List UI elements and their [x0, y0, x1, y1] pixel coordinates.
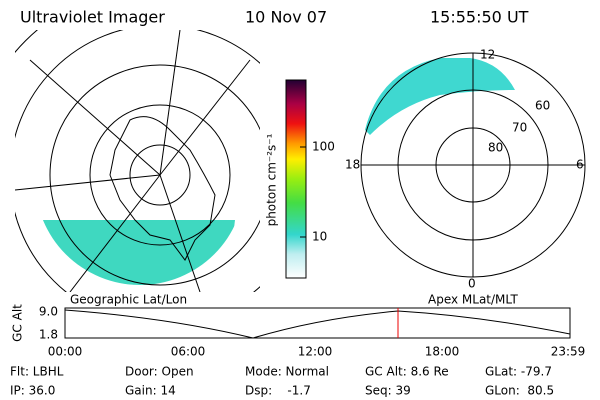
info-field: Seq: 39	[365, 384, 411, 398]
mlt-label: 12	[480, 48, 495, 62]
colorbar-tick-label: 100	[312, 140, 335, 154]
plot-left-label: Geographic Lat/Lon	[70, 293, 187, 307]
date: 10 Nov 07	[245, 8, 327, 27]
y-tick-label: 1.8	[39, 328, 58, 342]
info-field: Gain: 14	[125, 384, 176, 398]
ring-label: 70	[512, 121, 527, 135]
info-field: Mode: Normal	[245, 365, 329, 379]
aurora-band	[40, 220, 235, 285]
mlt-label: 6	[576, 158, 584, 172]
info-field: GLat: -79.7	[485, 365, 552, 379]
mlt-label: 18	[345, 158, 360, 172]
colorbar	[285, 79, 307, 279]
x-tick-label: 00:00	[48, 345, 83, 359]
x-tick-label: 06:00	[171, 345, 206, 359]
plot-right-label: Apex MLat/MLT	[428, 293, 518, 307]
info-field: IP: 36.0	[10, 384, 55, 398]
instrument: Ultraviolet Imager	[20, 8, 165, 27]
ring-label: 60	[535, 99, 550, 113]
time: 15:55:50 UT	[430, 8, 529, 27]
x-tick-label: 23:59	[551, 345, 586, 359]
info-panel: Flt: LBHL Door: Open Mode: Normal GC Alt: 8…	[10, 365, 554, 398]
mlt-label: 0	[468, 277, 476, 291]
info-field: Door: Open	[125, 365, 194, 379]
info-field: Flt: LBHL	[10, 365, 64, 379]
x-tick-label: 18:00	[425, 345, 460, 359]
polar-map: 80 70 60 12 18 6 0	[345, 48, 586, 291]
geo-map	[15, 30, 260, 292]
colorbar-tick-label: 10	[312, 230, 327, 244]
ring-label: 80	[488, 141, 503, 155]
info-field: GLon: 80.5	[485, 384, 554, 398]
altitude-plot	[64, 307, 571, 339]
info-field: GC Alt: 8.6 Re	[365, 365, 449, 379]
info-field: Dsp: -1.7	[245, 384, 311, 398]
x-tick-label: 12:00	[298, 345, 333, 359]
axis-label: GC Alt	[11, 304, 25, 342]
y-tick-label: 9.0	[39, 305, 58, 319]
colorbar-label: photon cm⁻²s⁻¹	[265, 133, 279, 226]
